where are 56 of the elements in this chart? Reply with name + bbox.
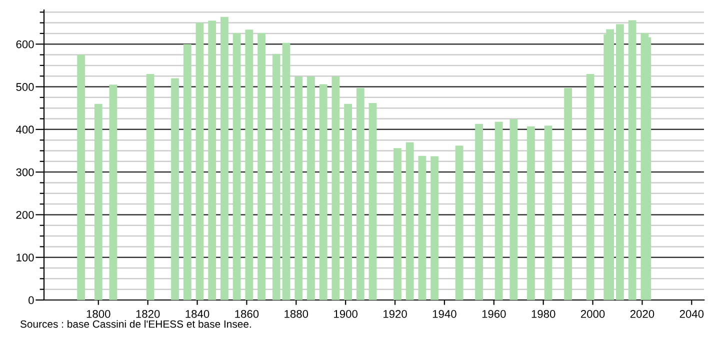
bar xyxy=(307,76,315,300)
bar xyxy=(356,88,364,300)
bar xyxy=(183,44,192,300)
x-tick-label: 1900 xyxy=(334,310,358,318)
bar xyxy=(455,146,464,300)
bar xyxy=(430,156,439,300)
bar xyxy=(146,74,154,300)
bar xyxy=(564,88,572,300)
bar xyxy=(527,126,535,300)
bar xyxy=(344,104,352,300)
bar xyxy=(475,124,484,300)
bar xyxy=(510,119,518,300)
bar xyxy=(418,156,426,300)
bar xyxy=(368,102,377,300)
x-tick-label: 1860 xyxy=(235,310,259,318)
y-tick-label: 400 xyxy=(16,126,34,134)
bar xyxy=(232,33,241,300)
x-tick-label: 2040 xyxy=(680,310,704,318)
bar xyxy=(586,74,594,300)
bar xyxy=(319,84,328,300)
bar xyxy=(544,126,552,300)
bar xyxy=(272,54,280,300)
x-tick-label: 1980 xyxy=(532,310,556,318)
bar xyxy=(332,76,340,300)
bar xyxy=(94,104,102,300)
x-tick-label: 1800 xyxy=(86,310,110,318)
bar xyxy=(258,33,266,300)
x-tick-label: 1880 xyxy=(284,310,308,318)
bar xyxy=(294,76,303,300)
bar xyxy=(77,54,86,300)
source-note: Sources : base Cassini de l'EHESS et base Insee. xyxy=(20,320,251,328)
bar xyxy=(220,16,228,300)
y-tick-label: 500 xyxy=(16,83,34,91)
bar xyxy=(245,30,254,300)
x-tick-label: 2000 xyxy=(580,310,605,318)
x-tick-label: 1820 xyxy=(136,310,160,318)
bar xyxy=(282,42,290,300)
y-tick-label: 0 xyxy=(28,296,34,304)
bar xyxy=(196,22,204,300)
bar xyxy=(171,78,179,300)
bar xyxy=(109,84,118,300)
x-tick-label: 1940 xyxy=(432,310,456,318)
bar xyxy=(208,20,216,300)
x-tick-label: 1840 xyxy=(186,310,210,318)
y-tick-label: 100 xyxy=(16,254,34,262)
bar xyxy=(616,24,624,300)
x-tick-label: 1920 xyxy=(384,310,407,318)
bar xyxy=(394,148,402,300)
x-tick-label: 2020 xyxy=(630,310,654,318)
y-tick-label: 300 xyxy=(16,168,34,176)
bar xyxy=(628,20,636,300)
y-tick-label: 600 xyxy=(16,40,34,48)
bar xyxy=(406,142,414,300)
x-tick-label: 1960 xyxy=(482,310,506,318)
bar xyxy=(494,122,503,300)
y-tick-label: 200 xyxy=(16,210,34,219)
